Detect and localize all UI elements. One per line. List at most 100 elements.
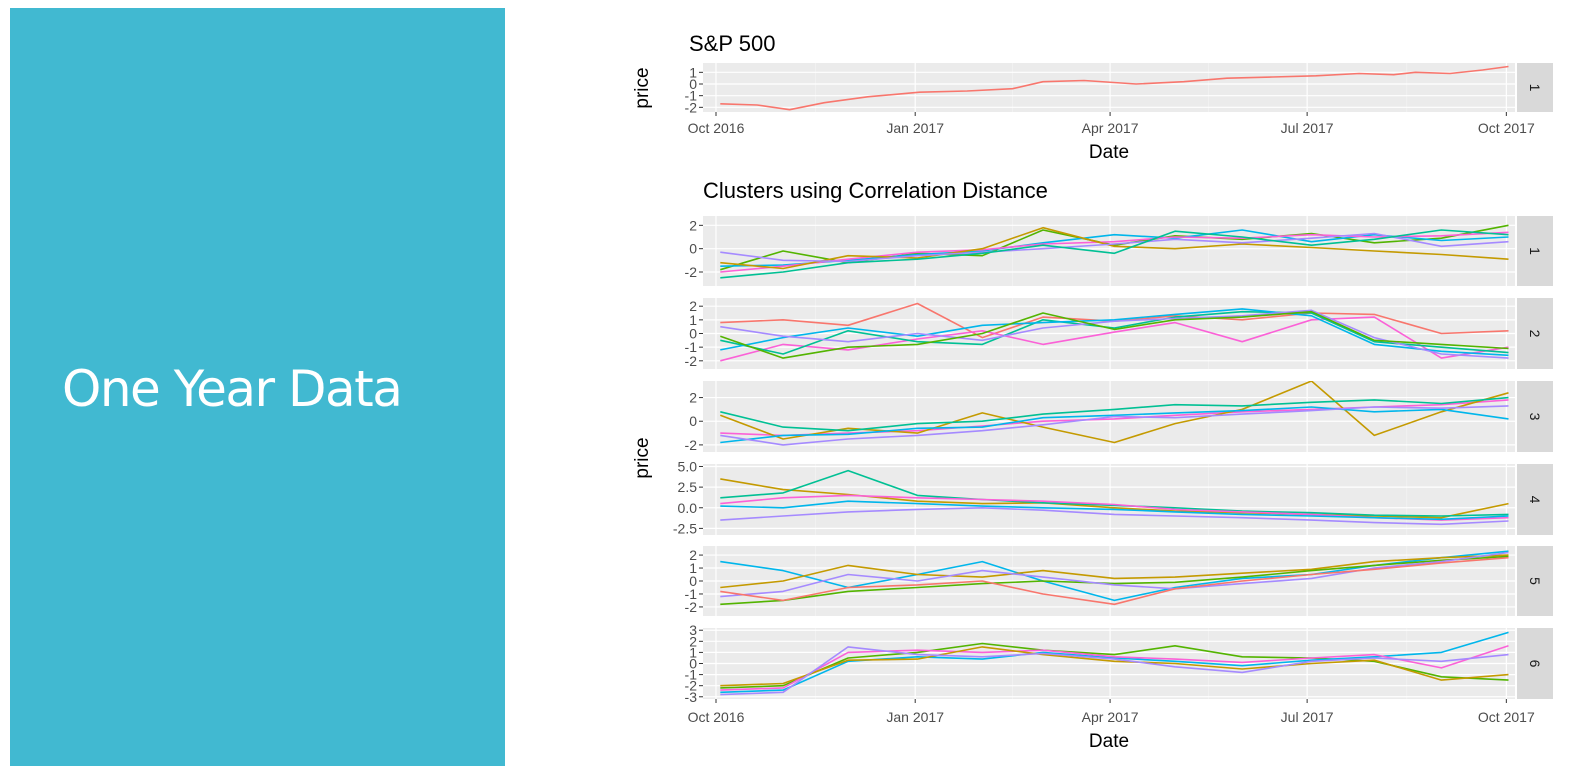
x-tick-label: Oct 2016 [688,120,745,136]
strip-label: 1 [1527,84,1543,92]
x-tick-label: Jan 2017 [886,120,944,136]
series-line [720,310,1509,359]
series-line [720,631,1509,694]
facet-strip [1517,546,1553,616]
facet-strip [1517,63,1553,112]
y-tick-label: 2 [689,217,697,233]
series-line [720,316,1509,362]
x-axis-title: Date [1089,731,1129,752]
y-tick-label: 1 [689,644,697,660]
strip-label: 5 [1527,577,1543,585]
series-line [720,554,1509,589]
panel-background [703,464,1515,535]
series-line [720,551,1509,598]
y-tick-label: 2 [689,633,697,649]
chart-title: Clusters using Correlation Distance [703,178,1048,203]
facet-strip [1517,464,1553,535]
panel-background [703,216,1515,286]
slide-title: One Year Data [62,360,403,418]
y-tick-label: 0 [689,326,697,342]
y-tick-label: 0 [689,241,697,257]
y-tick-label: 2.5 [678,479,698,495]
x-tick-label: Jan 2017 [886,709,944,725]
x-tick-label: Jul 2017 [1281,709,1334,725]
facet-strip [1517,216,1553,286]
facet-panel-2: 210-1-22 [685,298,1553,369]
x-tick-label: Oct 2017 [1478,709,1535,725]
facet-panel-5: 210-1-2 5 [685,546,1553,616]
facet-strip [1517,628,1553,699]
title-panel: One Year Data [10,8,505,766]
series-line [720,65,1509,111]
y-tick-label: -1 [685,586,698,602]
series-line [720,396,1509,432]
y-tick-label: 1 [689,560,697,576]
y-tick-label: 0 [689,573,697,589]
series-line [720,556,1509,606]
y-tick-label: -1 [685,339,698,355]
series-line [720,645,1509,691]
facet-strip [1517,298,1553,369]
facet-strip [1517,381,1553,452]
y-tick-label: 0 [689,76,697,92]
facet-panel-3: 2 0 -2 3 [685,381,1553,453]
y-tick-label: 2 [689,390,697,406]
series-line [720,642,1509,689]
y-tick-label: -2 [685,678,698,694]
x-axis-title: Date [1089,142,1129,163]
y-tick-label: -3 [685,689,698,705]
y-tick-label: 0 [689,656,697,672]
panel-background [703,63,1515,112]
series-line [720,405,1509,446]
y-tick-label: -2 [685,599,698,615]
series-line [720,231,1509,273]
y-tick-label: 5.0 [678,458,698,474]
strip-label: 2 [1527,330,1543,338]
series-line [720,232,1509,263]
series-line [720,500,1509,521]
strip-label: 1 [1527,247,1543,255]
strip-label: 6 [1527,660,1543,668]
series-line [720,310,1509,355]
y-tick-label: 1 [689,312,697,328]
facet-panel-1: 10-1-21 [685,63,1553,115]
y-tick-label: -2 [685,99,698,115]
series-line [720,226,1509,270]
strip-label: 4 [1527,496,1543,504]
y-tick-label: 2 [689,547,697,563]
x-tick-label: Oct 2017 [1478,120,1535,136]
series-line [720,309,1509,359]
y-tick-label: 1 [689,64,697,80]
facet-panel-4: 5.0 2.5 0.0 -2.5 4 [673,458,1553,536]
series-line [720,406,1509,444]
series-line [720,308,1509,357]
chart-title: S&P 500 [689,31,775,56]
x-tick-label: Oct 2016 [688,709,745,725]
series-line [720,229,1509,279]
y-tick-label: -2 [685,437,698,453]
x-tick-label: Apr 2017 [1082,120,1139,136]
series-line [720,507,1509,526]
series-line [720,646,1509,696]
series-line [720,381,1509,444]
strip-label: 3 [1527,413,1543,421]
y-axis-title: price [632,67,653,108]
y-tick-label: 0.0 [678,500,698,516]
y-tick-label: -2.5 [673,520,697,536]
facet-panel-1: 2 0 -2 1 [685,216,1553,286]
y-axis-title: price [632,437,653,478]
y-tick-label: -2 [685,264,698,280]
x-tick-label: Apr 2017 [1082,709,1139,725]
y-tick-label: 0 [689,413,697,429]
y-tick-label: 3 [689,622,697,638]
x-tick-label: Jul 2017 [1281,120,1334,136]
series-line [720,229,1509,267]
y-tick-label: -1 [685,667,698,683]
series-line [720,555,1509,606]
y-tick-label: -1 [685,88,698,104]
y-tick-label: 2 [689,298,697,314]
series-line [720,646,1509,687]
y-tick-label: -2 [685,353,698,369]
